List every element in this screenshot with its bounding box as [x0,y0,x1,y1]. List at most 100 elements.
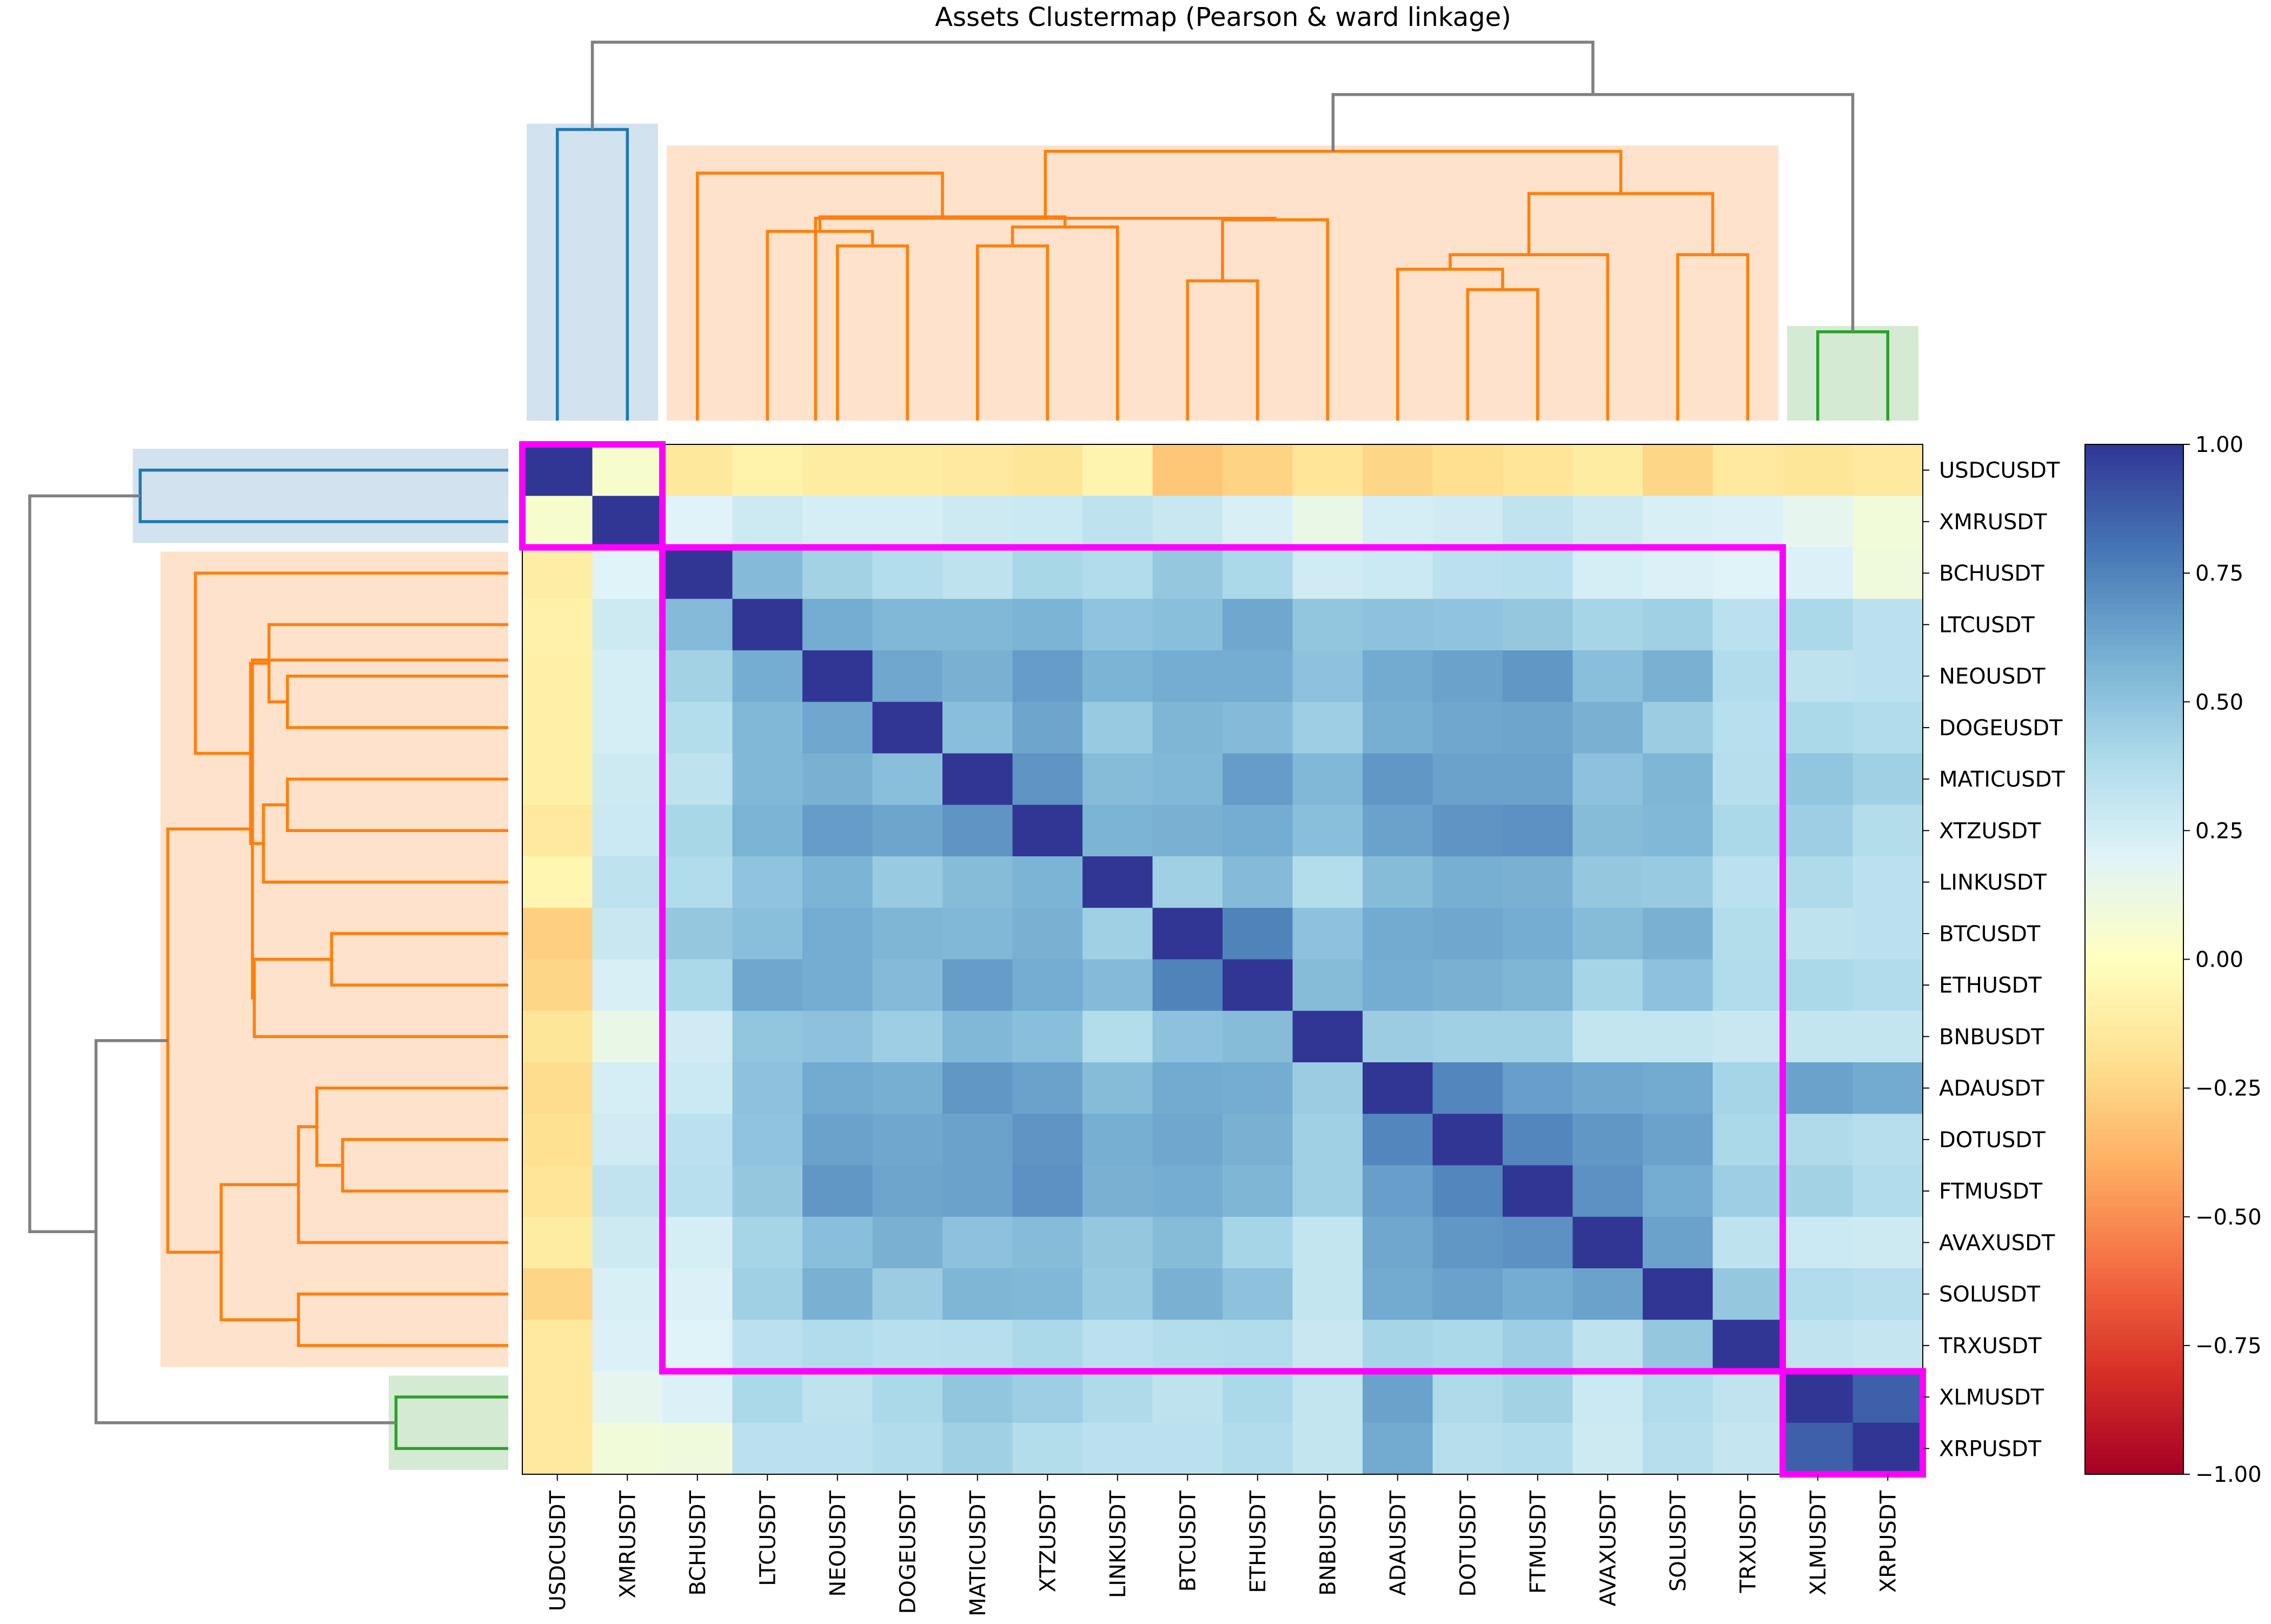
heatmap-cell [1223,650,1293,702]
heatmap-cell [1503,1010,1573,1063]
colorbar-tick-label: 0.25 [2195,818,2243,843]
heatmap-cell [662,650,733,702]
heatmap-cell [1572,1371,1643,1423]
heatmap-cell [1083,444,1153,496]
colorbar-segment [2085,1201,2183,1207]
heatmap-cell [592,444,663,496]
heatmap-cell [1432,1010,1503,1063]
colorbar-segment [2085,1387,2183,1393]
heatmap-cell [942,1114,1013,1166]
y-tick-label: NEOUSDT [1939,664,2046,689]
heatmap-cell [1852,1268,1923,1320]
y-tick-label: XRPUSDT [1939,1436,2042,1461]
colorbar-segment [2085,1031,2183,1037]
colorbar-segment [2085,1041,2183,1048]
heatmap-cell [1083,1114,1153,1166]
colorbar-segment [2085,923,2183,929]
heatmap-cell [1643,1165,1714,1217]
heatmap-cell [872,1062,943,1114]
heatmap-cell [592,1268,663,1320]
heatmap-cell [522,1268,593,1320]
heatmap-cell [872,1165,943,1217]
colorbar-segment [2085,1057,2183,1063]
heatmap-cell [1292,1422,1363,1475]
x-tick-label: LINKUSDT [1106,1490,1131,1598]
heatmap-cell [592,598,663,651]
heatmap-cell [1152,908,1223,960]
heatmap-cell [1012,650,1083,702]
heatmap-cell [1643,1320,1714,1372]
colorbar-segment [2085,758,2183,764]
heatmap-cell [802,598,873,651]
colorbar-segment [2085,485,2183,491]
colorbar-segment [2085,1361,2183,1367]
heatmap-cell [1712,753,1783,806]
heatmap-cell [1432,1165,1503,1217]
heatmap-cell [1572,1114,1643,1166]
heatmap-cell [802,444,873,496]
heatmap-cell [592,753,663,806]
colorbar-segment [2085,501,2183,507]
y-tick-label: FTMUSDT [1939,1179,2043,1204]
heatmap-cell [1083,1268,1153,1320]
heatmap-cell [1712,1268,1783,1320]
heatmap-cell [1712,1062,1783,1114]
heatmap-cell [942,1216,1013,1269]
colorbar-segment [2085,460,2183,465]
colorbar-segment [2085,609,2183,615]
heatmap-cell [1152,444,1223,496]
heatmap-cell [592,1114,663,1166]
left-dendrogram-link [297,1292,508,1347]
colorbar-segment [2085,1051,2183,1058]
heatmap-cell [1503,1371,1573,1423]
colorbar-segment [2085,851,2183,857]
heatmap-cell [942,1371,1013,1423]
heatmap-cell [662,1268,733,1320]
colorbar-segment [2085,583,2183,589]
colorbar-segment [2085,804,2183,811]
colorbar-segment [2085,1036,2183,1042]
heatmap-cell [1152,1268,1223,1320]
heatmap-cell [1503,1268,1573,1320]
x-tick-label: BTCUSDT [1176,1490,1200,1592]
heatmap-cell [1223,1422,1293,1475]
heatmap-cell [662,1114,733,1166]
heatmap-cell [1572,908,1643,960]
heatmap-cell [732,1422,803,1475]
heatmap-cell [1572,547,1643,600]
colorbar-segment [2085,691,2183,697]
heatmap-cell [1363,1062,1433,1114]
colorbar-segment [2085,475,2183,481]
heatmap-cell [942,753,1013,806]
left-dendrogram-link [138,468,508,523]
heatmap-cell [1292,856,1363,908]
heatmap-cell [732,1268,803,1320]
heatmap-cell [1083,1320,1153,1372]
colorbar-segment [2085,496,2183,502]
heatmap-cell [872,1371,943,1423]
colorbar-segment [2085,1006,2183,1011]
heatmap-cell [1432,1422,1503,1475]
colorbar-segment [2085,645,2183,651]
colorbar-segment [2085,1108,2183,1115]
heatmap-cell [1432,598,1503,651]
heatmap-cell [662,856,733,908]
colorbar-segment [2085,1062,2183,1068]
heatmap-cell [1643,753,1714,806]
colorbar-segment [2085,661,2183,667]
heatmap-cell [802,753,873,806]
colorbar-segment [2085,1144,2183,1150]
colorbar-segment [2085,1417,2183,1423]
heatmap-cell [1152,650,1223,702]
colorbar-segment [2085,455,2183,461]
colorbar-segment [2085,1448,2183,1454]
heatmap-cell [1363,1165,1433,1217]
heatmap-cell [1852,702,1923,754]
colorbar-segment [2085,1283,2183,1289]
heatmap-cell [872,1268,943,1320]
heatmap-cell [802,1268,873,1320]
heatmap-cell [1432,1268,1503,1320]
heatmap-cell [1852,1010,1923,1063]
colorbar-segment [2085,1186,2183,1192]
heatmap-cell [1712,959,1783,1011]
